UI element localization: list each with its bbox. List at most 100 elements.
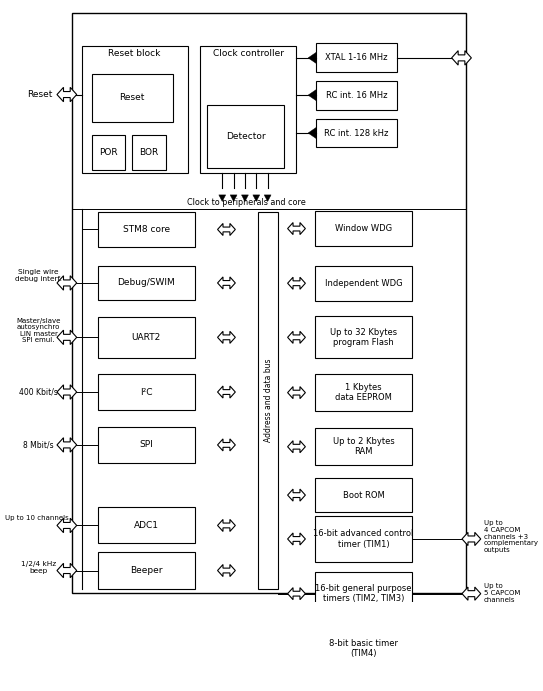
Bar xyxy=(132,135,166,170)
Text: Reset block: Reset block xyxy=(109,49,161,58)
Polygon shape xyxy=(57,385,77,399)
Bar xyxy=(98,507,194,544)
Text: autosynchro: autosynchro xyxy=(17,324,60,330)
Polygon shape xyxy=(253,195,260,202)
Polygon shape xyxy=(242,195,248,202)
Polygon shape xyxy=(462,532,481,546)
Bar xyxy=(316,81,397,110)
Text: 16-bit advanced control
timer (TIM1): 16-bit advanced control timer (TIM1) xyxy=(313,529,414,549)
Text: channels +3: channels +3 xyxy=(484,533,528,540)
Text: Master/slave: Master/slave xyxy=(16,317,61,323)
Polygon shape xyxy=(219,195,226,202)
Text: XTAL 1-16 MHz: XTAL 1-16 MHz xyxy=(325,53,388,62)
Polygon shape xyxy=(462,587,481,600)
Bar xyxy=(316,44,397,73)
Polygon shape xyxy=(218,223,235,236)
Text: Beeper: Beeper xyxy=(130,566,162,575)
Polygon shape xyxy=(288,643,305,654)
Text: I²C: I²C xyxy=(140,388,153,397)
Polygon shape xyxy=(308,128,316,138)
Text: Clock to peripherals and core: Clock to peripherals and core xyxy=(187,198,305,207)
Polygon shape xyxy=(218,565,235,576)
Bar xyxy=(315,630,412,668)
Polygon shape xyxy=(452,50,471,65)
Text: 4 CAPCOM: 4 CAPCOM xyxy=(484,527,520,533)
Text: beep: beep xyxy=(30,568,48,574)
Text: STM8 core: STM8 core xyxy=(123,225,170,234)
Text: RC int. 128 kHz: RC int. 128 kHz xyxy=(325,129,389,138)
Bar xyxy=(98,212,194,247)
Text: RC int. 16 MHz: RC int. 16 MHz xyxy=(326,91,387,100)
Polygon shape xyxy=(288,223,305,234)
Bar xyxy=(316,119,397,147)
Polygon shape xyxy=(288,489,305,501)
Text: Detector: Detector xyxy=(226,133,266,142)
Bar xyxy=(258,211,278,589)
Polygon shape xyxy=(57,330,77,345)
Text: LIN master: LIN master xyxy=(20,331,58,337)
Polygon shape xyxy=(57,276,77,290)
Text: outputs: outputs xyxy=(484,547,510,553)
Text: complementary: complementary xyxy=(484,540,539,546)
Bar xyxy=(315,211,412,246)
Bar xyxy=(315,679,412,691)
Polygon shape xyxy=(264,195,271,202)
Bar xyxy=(98,266,194,300)
Text: UART2: UART2 xyxy=(131,333,161,342)
Polygon shape xyxy=(308,53,316,64)
Polygon shape xyxy=(57,563,77,578)
Text: SPI emul.: SPI emul. xyxy=(22,337,55,343)
Text: Up to: Up to xyxy=(484,520,502,527)
Bar xyxy=(81,46,188,173)
Text: 5 CAPCOM: 5 CAPCOM xyxy=(484,590,520,596)
Text: 8-bit basic timer
(TIM4): 8-bit basic timer (TIM4) xyxy=(329,639,398,659)
Bar xyxy=(315,516,412,562)
Bar xyxy=(315,571,412,616)
Polygon shape xyxy=(308,90,316,101)
Text: 1/2/4 kHz: 1/2/4 kHz xyxy=(21,561,56,567)
Text: Window WDG: Window WDG xyxy=(335,224,392,233)
Text: Reset: Reset xyxy=(27,90,53,99)
Text: Up to 10 channels: Up to 10 channels xyxy=(5,515,69,521)
Polygon shape xyxy=(218,439,235,451)
Polygon shape xyxy=(218,520,235,531)
Polygon shape xyxy=(57,437,77,452)
Text: ADC1: ADC1 xyxy=(134,521,159,530)
Bar xyxy=(92,73,173,122)
Text: Clock controller: Clock controller xyxy=(213,49,283,58)
Text: Up to 32 Kbytes
program Flash: Up to 32 Kbytes program Flash xyxy=(330,328,397,347)
Text: Single wire: Single wire xyxy=(18,269,59,275)
Text: Address and data bus: Address and data bus xyxy=(264,359,273,442)
Polygon shape xyxy=(218,331,235,343)
Text: debug interf.: debug interf. xyxy=(15,276,62,283)
Bar xyxy=(98,374,194,410)
Polygon shape xyxy=(218,277,235,289)
Polygon shape xyxy=(288,441,305,453)
Bar xyxy=(72,13,466,594)
Polygon shape xyxy=(288,587,305,600)
Bar xyxy=(315,266,412,301)
Polygon shape xyxy=(218,386,235,398)
Text: channels: channels xyxy=(484,596,515,603)
Bar xyxy=(315,478,412,512)
Bar xyxy=(98,317,194,358)
Polygon shape xyxy=(230,195,237,202)
Text: 400 Kbit/s: 400 Kbit/s xyxy=(20,388,58,397)
Text: SPI: SPI xyxy=(140,440,153,449)
Text: Debug/SWIM: Debug/SWIM xyxy=(117,278,175,287)
Text: Up to: Up to xyxy=(484,583,502,589)
Bar xyxy=(92,135,125,170)
Text: Boot ROM: Boot ROM xyxy=(343,491,384,500)
Polygon shape xyxy=(57,518,77,533)
Bar xyxy=(98,427,194,463)
Text: BOR: BOR xyxy=(140,148,159,157)
Text: POR: POR xyxy=(99,148,118,157)
Text: 16-bit general purpose
timers (TIM2, TIM3): 16-bit general purpose timers (TIM2, TIM… xyxy=(315,584,412,603)
Bar xyxy=(315,428,412,465)
Bar xyxy=(315,374,412,411)
Text: Up to 2 Kbytes
RAM: Up to 2 Kbytes RAM xyxy=(333,437,394,457)
Bar xyxy=(98,553,194,589)
Text: 8 Mbit/s: 8 Mbit/s xyxy=(23,440,54,449)
Text: Independent WDG: Independent WDG xyxy=(325,278,402,287)
Polygon shape xyxy=(57,87,77,102)
